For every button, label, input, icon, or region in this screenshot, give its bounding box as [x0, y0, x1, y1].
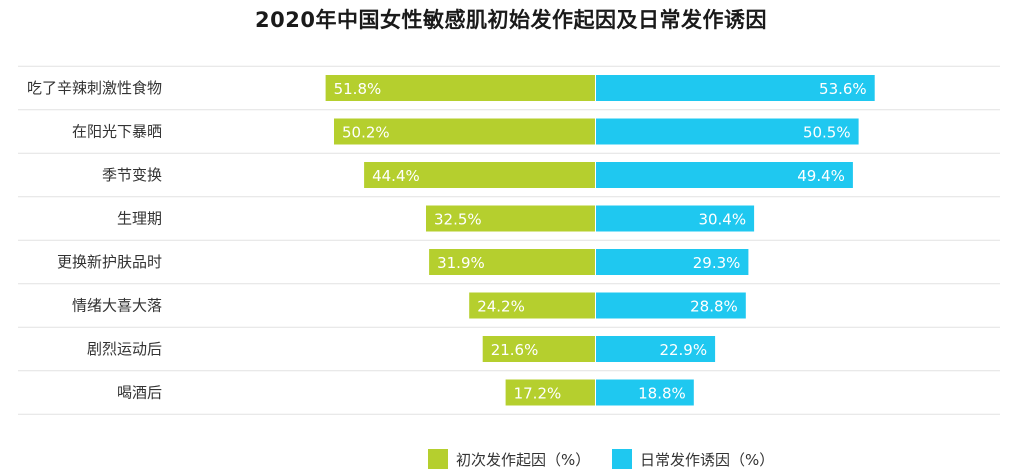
bar-daily-trigger [596, 379, 694, 406]
legend-item-first-onset: 初次发作起因（%） [428, 448, 590, 470]
value-label-daily-trigger: 49.4% [797, 167, 845, 185]
category-label: 在阳光下暴晒 [72, 123, 162, 141]
bar-first-onset [334, 118, 595, 145]
value-label-first-onset: 24.2% [477, 298, 525, 316]
legend-label-daily-trigger: 日常发作诱因（%） [640, 450, 775, 469]
value-label-daily-trigger: 53.6% [819, 80, 867, 98]
value-label-daily-trigger: 30.4% [698, 211, 746, 229]
chart-title: 2020年中国女性敏感肌初始发作起因及日常发作诱因 [255, 8, 767, 32]
value-label-daily-trigger: 50.5% [803, 124, 851, 142]
bar-first-onset [426, 205, 595, 232]
category-label: 剧烈运动后 [87, 340, 162, 358]
value-label-first-onset: 32.5% [434, 211, 482, 229]
legend-item-daily-trigger: 日常发作诱因（%） [612, 448, 774, 470]
value-label-daily-trigger: 22.9% [659, 341, 707, 359]
bar-daily-trigger [596, 162, 853, 188]
value-label-first-onset: 50.2% [342, 124, 390, 142]
bar-first-onset [469, 292, 595, 319]
category-label: 更换新护肤品时 [57, 253, 162, 271]
value-label-first-onset: 51.8% [334, 80, 382, 98]
value-label-first-onset: 31.9% [437, 254, 485, 272]
bar-daily-trigger [596, 205, 755, 232]
category-label: 吃了辛辣刺激性食物 [27, 79, 162, 97]
value-label-daily-trigger: 18.8% [638, 385, 686, 403]
value-label-daily-trigger: 29.3% [693, 254, 741, 272]
value-label-first-onset: 44.4% [372, 167, 420, 185]
bar-daily-trigger [596, 249, 749, 275]
chart-legend: 初次发作起因（%） 日常发作诱因（%） [0, 448, 1022, 470]
chart-plot: 吃了辛辣刺激性食物 51.8% 53.6% 在阳光下暴晒 50.2% 50.5% 季节变换 4… [18, 65, 1000, 415]
legend-swatch-first-onset [428, 449, 448, 469]
bar-first-onset [482, 336, 595, 362]
category-label: 喝酒后 [117, 384, 162, 402]
bar-first-onset [364, 162, 595, 188]
bar-first-onset [505, 379, 595, 406]
value-label-first-onset: 21.6% [491, 341, 539, 359]
bar-first-onset [429, 249, 595, 275]
value-label-first-onset: 17.2% [514, 385, 562, 403]
bar-daily-trigger [596, 336, 716, 362]
bar-first-onset [325, 75, 595, 101]
value-label-daily-trigger: 28.8% [690, 298, 738, 316]
bar-daily-trigger [596, 292, 746, 319]
bar-daily-trigger [596, 118, 859, 145]
legend-label-first-onset: 初次发作起因（%） [456, 450, 591, 469]
category-label: 情绪大喜大落 [72, 297, 162, 315]
bar-daily-trigger [596, 75, 875, 101]
legend-swatch-daily-trigger [612, 449, 632, 469]
category-label: 季节变换 [102, 166, 162, 184]
category-label: 生理期 [117, 210, 162, 228]
